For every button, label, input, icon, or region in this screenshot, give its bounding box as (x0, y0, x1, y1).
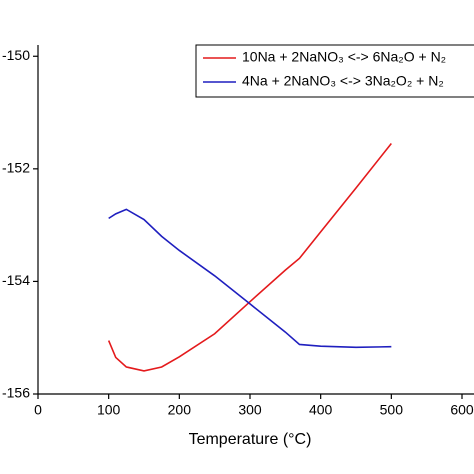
legend-label: 4Na + 2NaNO₃ <-> 3Na₂O₂ + N₂ (242, 73, 444, 89)
y-tick-label: -152 (2, 160, 30, 176)
y-tick-label: -156 (2, 385, 30, 401)
series-line (108, 208, 392, 349)
x-tick-label: 400 (309, 402, 333, 418)
y-tick-label: -150 (2, 47, 30, 63)
x-tick-label: 0 (34, 402, 42, 418)
y-tick-label: -154 (2, 272, 30, 288)
x-axis-label: Temperature (°C) (189, 431, 312, 448)
x-tick-label: 100 (97, 402, 121, 418)
x-tick-label: 200 (168, 402, 192, 418)
x-tick-label: 600 (450, 402, 474, 418)
x-tick-label: 300 (238, 402, 262, 418)
legend-box (195, 44, 474, 98)
series-line (107, 143, 392, 372)
x-tick-label: 500 (380, 402, 404, 418)
legend-label: 10Na + 2NaNO₃ <-> 6Na₂O + N₂ (242, 49, 446, 65)
